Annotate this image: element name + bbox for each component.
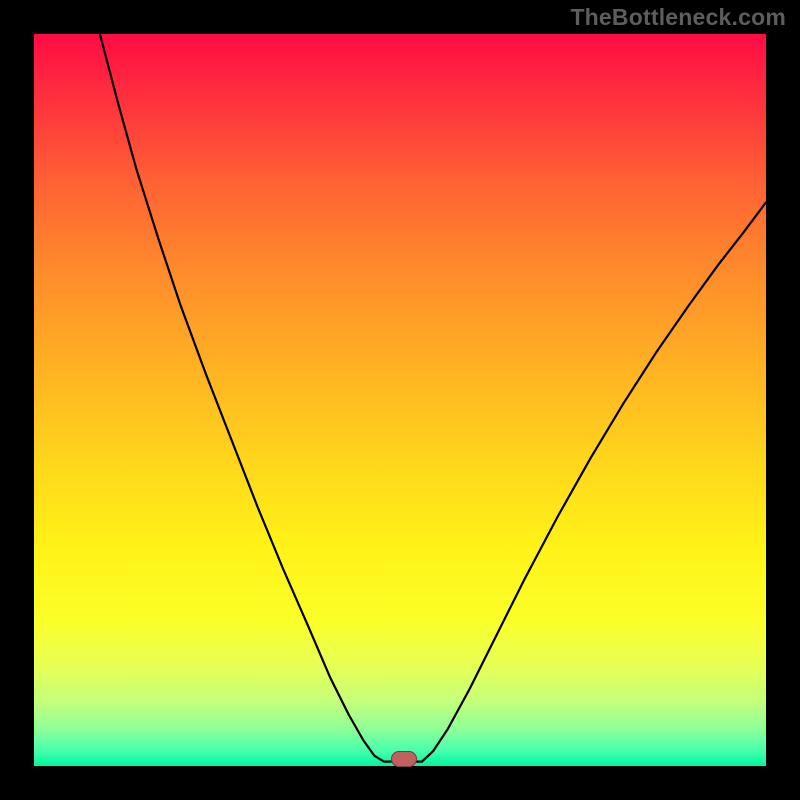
bottleneck-curve <box>0 0 800 800</box>
minimum-marker <box>391 751 417 767</box>
watermark-label: TheBottleneck.com <box>570 4 786 31</box>
chart-frame: TheBottleneck.com <box>0 0 800 800</box>
curve-path <box>100 34 766 762</box>
